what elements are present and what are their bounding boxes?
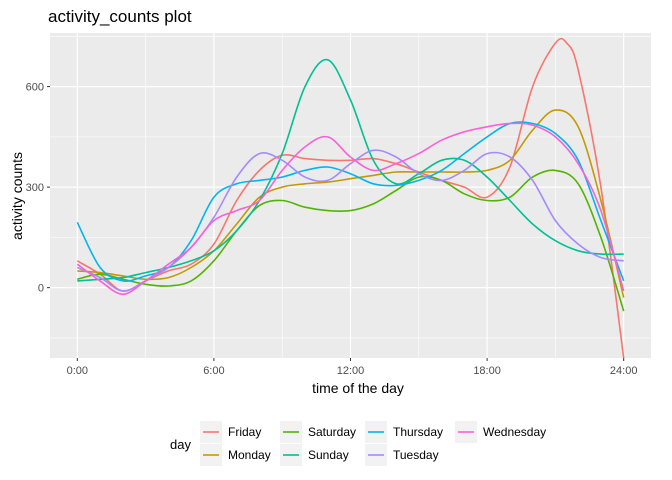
legend-title: day [170,437,191,452]
legend-label: Monday [228,448,271,462]
legend-item-friday: Friday [200,421,261,443]
legend: day Friday Monday Saturday Sunday Thursday Tu… [170,421,546,466]
legend-label: Sunday [308,448,349,462]
legend-item-sunday: Sunday [280,444,349,466]
x-tick-label: 6:00 [203,365,224,377]
legend-label: Wednesday [483,425,546,439]
legend-item-saturday: Saturday [280,421,356,443]
y-tick-label: 0 [38,283,44,295]
legend-label: Tuesday [393,448,439,462]
legend-label: Friday [228,425,261,439]
legend-item-thursday: Thursday [365,421,443,443]
y-axis-title: activity counts [9,152,25,240]
x-axis-title: time of the day [312,380,404,396]
legend-label: Thursday [393,425,443,439]
legend-item-tuesday: Tuesday [365,444,439,466]
grid [50,33,651,358]
x-tick-label: 0:00 [67,365,88,377]
y-tick-label: 300 [26,182,44,194]
chart-title: activity_counts plot [48,7,192,26]
legend-item-monday: Monday [200,444,271,466]
series-line-saturday [77,169,625,312]
x-tick-label: 18:00 [473,365,501,377]
series-line-wednesday [76,122,625,296]
series-line-tuesday [76,149,624,292]
series-lines [76,37,625,359]
x-tick-label: 12:00 [337,365,365,377]
y-tick-label: 600 [26,82,44,94]
legend-item-wednesday: Wednesday [455,421,546,443]
legend-label: Saturday [308,425,356,439]
x-tick-label: 24:00 [610,365,638,377]
y-axis: 0 300 600 [26,82,50,295]
x-axis: 0:00 6:00 12:00 18:00 24:00 [67,358,638,377]
